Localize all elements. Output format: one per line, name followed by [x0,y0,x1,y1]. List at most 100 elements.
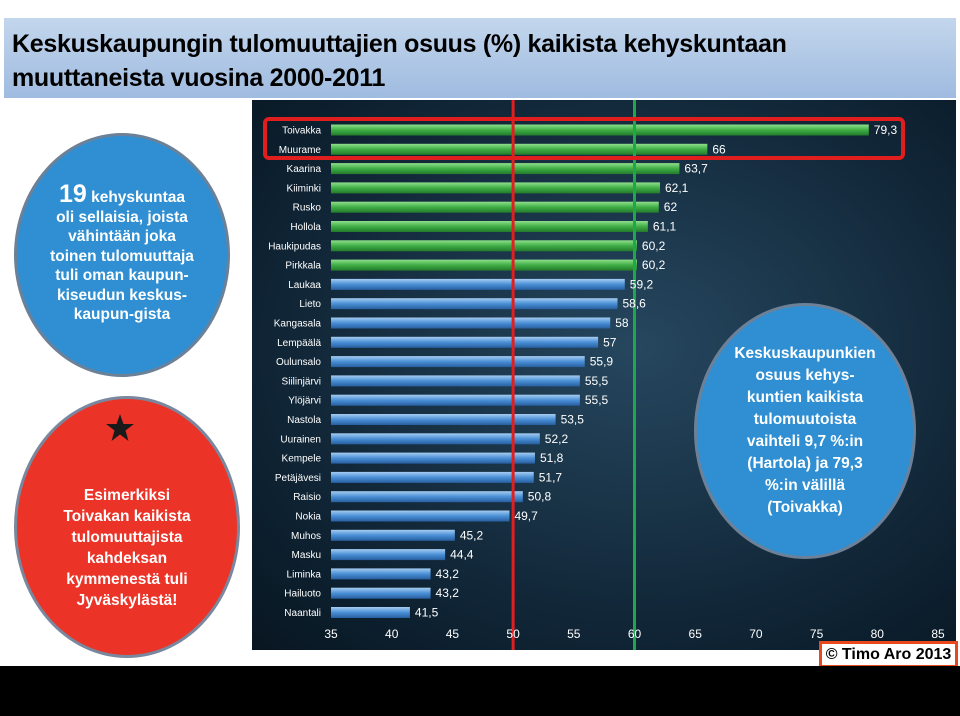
value-label: 45,2 [460,528,484,542]
category-label: Kangasala [274,319,322,330]
bar-kaarina [331,163,680,175]
value-label: 53,5 [561,413,585,427]
x-tick-label: 60 [628,627,642,641]
bar-muurame [331,143,708,155]
category-label: Lempäälä [277,338,321,349]
value-label: 57 [603,335,617,349]
x-tick-label: 70 [749,627,763,641]
info-bubble-red: Esimerkiksi Toivakan kaikista tulomuutta… [14,396,240,658]
bar-pirkkala [331,259,637,271]
title-band: Keskuskaupungin tulomuuttajien osuus (%)… [4,18,956,98]
value-label: 60,2 [642,258,666,272]
bubble-right-text: Keskuskaupunkien osuus kehys- kuntien ka… [734,345,876,516]
category-label: Siilinjärvi [282,376,321,387]
copyright-badge: © Timo Aro 2013 [819,641,958,668]
value-label: 55,9 [590,355,614,369]
bubble-red-text: Esimerkiksi Toivakan kaikista tulomuutta… [63,487,191,609]
category-label: Laukaa [288,280,321,291]
value-label: 43,2 [436,586,460,600]
bubble-left-text: kehyskuntaa oli sellaisia, joista vähint… [50,189,194,324]
x-tick-label: 65 [689,627,703,641]
bar-raisio [331,491,523,503]
x-tick-label: 75 [810,627,824,641]
bar-chart: Toivakka 79,3 Muurame 66 Kaarina 63,7 Kiiminki… [268,100,945,650]
value-label: 51,8 [540,451,564,465]
category-label: Uurainen [280,434,321,445]
value-label: 61,1 [653,220,677,234]
title-line-2: muuttaneista vuosina 2000-2011 [12,64,386,92]
bar-uurainen [331,433,540,445]
bar-oulunsalo [331,356,585,368]
value-label: 59,2 [630,277,654,291]
category-label: Kiiminki [287,183,321,194]
category-label: Ylöjärvi [288,396,321,407]
bar-lempäälä [331,336,599,348]
highlight-box [263,117,905,160]
category-label: Muurame [279,145,322,156]
title-line-1: Keskuskaupungin tulomuuttajien osuus (%)… [12,30,787,58]
bar-rusko [331,201,659,213]
bar-lieto [331,298,618,310]
value-label: 63,7 [684,162,708,176]
category-label: Muhos [291,531,321,542]
bar-muhos [331,529,455,541]
value-label: 60,2 [642,239,666,253]
bar-nastola [331,414,556,425]
category-label: Hollola [290,222,321,233]
value-label: 52,2 [545,432,569,446]
category-label: Hailuoto [284,589,321,600]
bar-siilinjärvi [331,375,580,387]
bar-kangasala [331,317,611,329]
info-bubble-left: 19 kehyskuntaa oli sellaisia, joista väh… [14,133,230,377]
bar-toivakka [331,124,869,136]
value-label: 44,4 [450,548,474,562]
value-label: 50,8 [528,490,552,504]
value-label: 58 [615,316,629,330]
bar-hollola [331,221,648,232]
bar-masku [331,549,446,561]
category-label: Kempele [282,454,322,465]
category-label: Haukipudas [268,241,321,252]
x-tick-label: 80 [871,627,885,641]
x-tick-label: 50 [506,627,520,641]
value-label: 41,5 [415,606,439,620]
value-label: 51,7 [539,470,563,484]
bar-petäjävesi [331,471,534,483]
category-label: Nastola [287,415,321,426]
bottom-band [0,666,960,716]
value-label: 55,5 [585,393,609,407]
value-label: 62 [664,200,678,214]
category-label: Naantali [284,608,321,619]
bar-nokia [331,510,510,522]
x-tick-label: 85 [931,627,945,641]
value-label: 79,3 [874,123,898,137]
value-label: 55,5 [585,374,609,388]
bar-haukipudas [331,240,637,252]
value-label: 49,7 [514,509,538,523]
x-tick-label: 45 [446,627,460,641]
bar-kempele [331,452,535,464]
bar-ylöjärvi [331,394,580,406]
value-label: 62,1 [665,181,689,195]
bar-naantali [331,607,410,618]
info-bubble-right: Keskuskaupunkien osuus kehys- kuntien ka… [694,303,916,559]
x-tick-label: 35 [324,627,338,641]
copyright-text: © Timo Aro 2013 [822,644,955,665]
category-label: Rusko [293,203,322,214]
bubble-number: 19 [58,180,87,209]
value-label: 66 [712,142,726,156]
x-tick-label: 40 [385,627,399,641]
category-label: Petäjävesi [275,473,321,484]
bar-hailuoto [331,587,431,599]
category-label: Liminka [287,569,322,580]
category-label: Nokia [295,512,321,523]
bar-laukaa [331,278,625,290]
category-label: Oulunsalo [276,357,321,368]
value-label: 43,2 [436,567,460,581]
category-label: Raisio [293,492,321,503]
category-label: Lieto [299,299,321,310]
value-label: 58,6 [623,297,647,311]
category-label: Masku [292,550,321,561]
category-label: Toivakka [282,126,321,137]
category-label: Pirkkala [285,261,321,272]
